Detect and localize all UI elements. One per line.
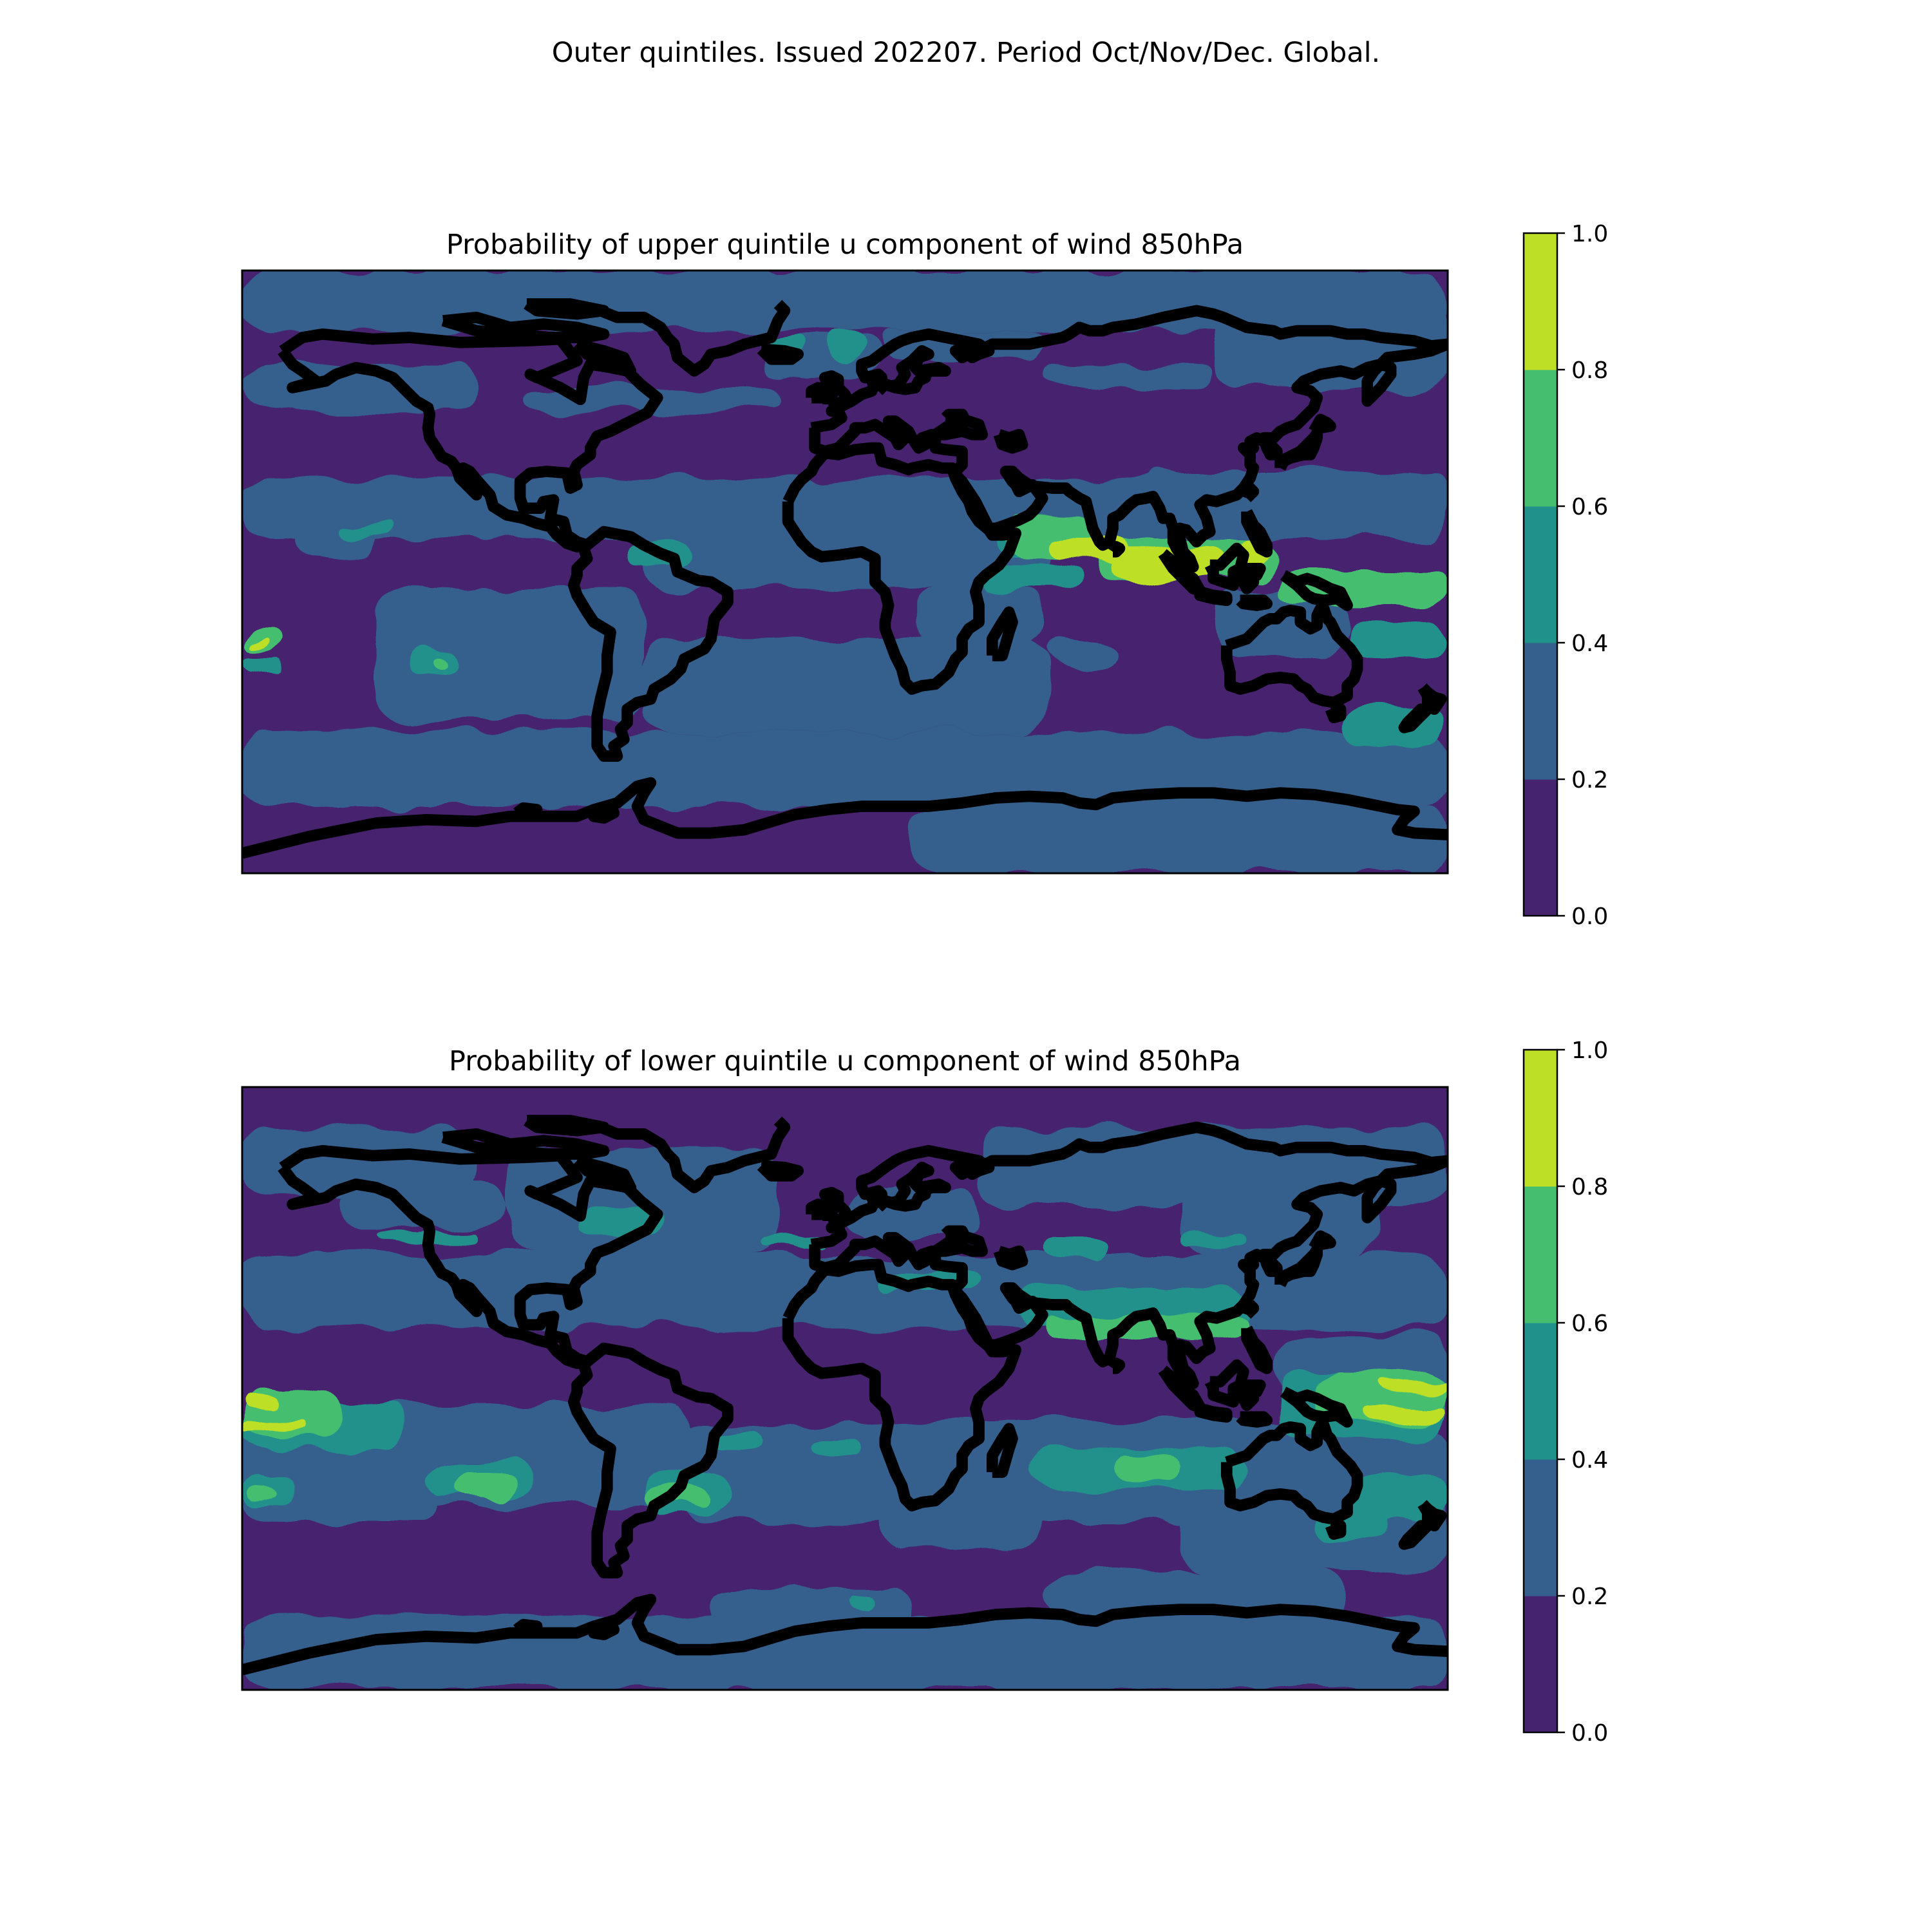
colorbar-segment bbox=[1524, 233, 1557, 370]
colorbar: 0.0 0.2 0.4 0.6 0.8 1.0 bbox=[1522, 221, 1608, 930]
colorbar-segment bbox=[1524, 506, 1557, 643]
probability-region bbox=[878, 1455, 1046, 1549]
colorbar-tick-label: 0.8 bbox=[1571, 357, 1608, 384]
probability-region bbox=[242, 1395, 283, 1409]
probability-region bbox=[1364, 1405, 1448, 1419]
probability-region bbox=[1180, 1234, 1247, 1248]
probability-region bbox=[410, 645, 460, 672]
panel-title: Probability of upper quintile u componen… bbox=[446, 229, 1244, 261]
panel-lower-quintile: Probability of lower quintile u componen… bbox=[241, 1037, 1608, 1747]
probability-region bbox=[644, 639, 1046, 733]
colorbar-segment bbox=[1524, 1186, 1557, 1323]
probability-region bbox=[249, 1482, 276, 1499]
panel-upper-quintile: Probability of upper quintile u componen… bbox=[241, 221, 1608, 930]
probability-region bbox=[460, 1472, 510, 1499]
probability-region bbox=[912, 806, 1448, 873]
colorbar-tick-label: 0.6 bbox=[1571, 494, 1608, 520]
colorbar-tick-label: 0.4 bbox=[1571, 630, 1608, 657]
probability-region bbox=[1113, 1455, 1180, 1482]
colorbar-segment bbox=[1524, 370, 1557, 507]
colorbar-segment bbox=[1524, 1323, 1557, 1460]
map-area bbox=[242, 1087, 1448, 1690]
panel-title: Probability of lower quintile u componen… bbox=[449, 1045, 1241, 1077]
colorbar-segment bbox=[1524, 1459, 1557, 1596]
probability-region bbox=[376, 589, 644, 723]
colorbar-segment bbox=[1524, 779, 1557, 916]
probability-region bbox=[845, 1596, 878, 1610]
colorbar-tick-label: 0.6 bbox=[1571, 1311, 1608, 1337]
colorbar-segment bbox=[1524, 1596, 1557, 1733]
probability-region bbox=[1046, 639, 1113, 672]
probability-region bbox=[1046, 364, 1213, 388]
probability-region bbox=[1146, 471, 1448, 505]
map-area bbox=[242, 270, 1448, 873]
colorbar-segment bbox=[1524, 643, 1557, 780]
colorbar-tick-label: 1.0 bbox=[1571, 221, 1608, 247]
probability-region bbox=[436, 652, 450, 666]
colorbar-tick-label: 0.2 bbox=[1571, 1584, 1608, 1610]
colorbar-segment bbox=[1524, 1050, 1557, 1187]
probability-region bbox=[711, 1428, 761, 1449]
probability-region bbox=[828, 330, 862, 365]
probability-region bbox=[1381, 1381, 1448, 1392]
figure-title: Outer quintiles. Issued 202207. Period O… bbox=[552, 37, 1380, 69]
probability-region bbox=[242, 1422, 309, 1432]
map-frame bbox=[241, 269, 1449, 875]
colorbar: 0.0 0.2 0.4 0.6 0.8 1.0 bbox=[1522, 1037, 1608, 1747]
probability-region bbox=[249, 639, 269, 646]
colorbar-tick-label: 0.4 bbox=[1571, 1447, 1608, 1473]
probability-region bbox=[1347, 622, 1448, 656]
probability-region bbox=[242, 732, 1448, 806]
map-frame bbox=[241, 1086, 1449, 1691]
probability-region bbox=[979, 565, 1079, 589]
probability-region bbox=[242, 1127, 477, 1195]
probability-region bbox=[1046, 1238, 1113, 1262]
colorbar-frame bbox=[1522, 1048, 1558, 1734]
colorbar-tick-label: 0.0 bbox=[1571, 904, 1608, 930]
probability-region bbox=[644, 498, 1046, 589]
colorbar-tick-label: 0.2 bbox=[1571, 767, 1608, 793]
colorbar-tick-label: 0.0 bbox=[1571, 1720, 1608, 1747]
colorbar-tick-label: 1.0 bbox=[1571, 1037, 1608, 1064]
colorbar-frame bbox=[1522, 232, 1558, 917]
probability-region bbox=[242, 656, 283, 672]
colorbar-tick-label: 0.8 bbox=[1571, 1174, 1608, 1200]
probability-region bbox=[343, 525, 393, 535]
probability-region bbox=[811, 1439, 862, 1455]
